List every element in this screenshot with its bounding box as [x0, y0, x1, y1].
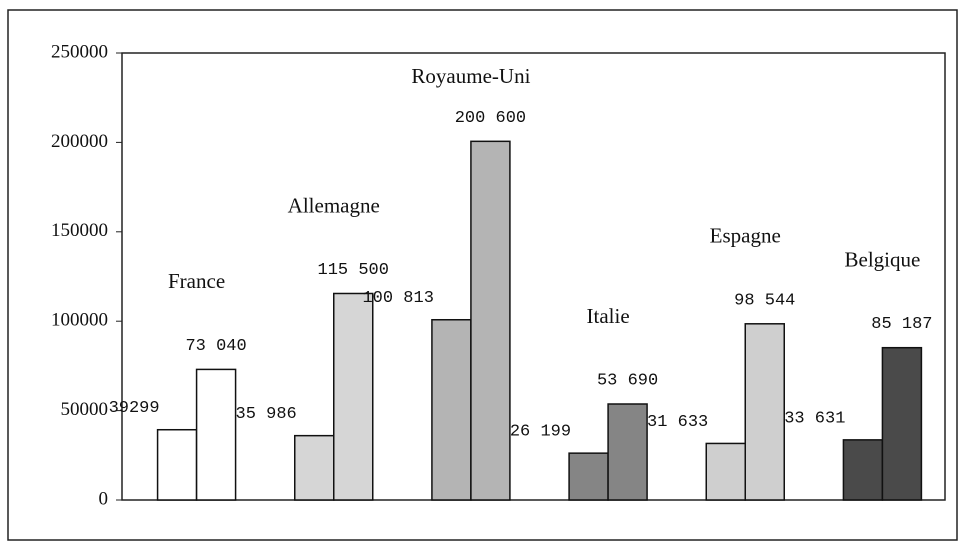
y-tick-label: 150000: [51, 220, 108, 241]
y-tick-label: 250000: [51, 41, 108, 62]
value-label: 85 187: [871, 315, 932, 334]
bar: [195, 368, 237, 501]
y-tick-label: 0: [99, 488, 109, 509]
value-label: 33 631: [784, 409, 845, 428]
category-label: Allemagne: [288, 193, 380, 217]
category-label: Belgique: [845, 247, 921, 271]
value-label: 98 544: [734, 291, 795, 310]
category-label: Espagne: [710, 224, 781, 248]
bar: [156, 428, 198, 501]
bar: [744, 323, 785, 501]
bar: [470, 140, 511, 501]
bar: [705, 442, 746, 501]
bar: [294, 434, 335, 501]
bar: [842, 439, 884, 501]
frame: [7, 9, 958, 541]
plot-area: [121, 52, 946, 501]
value-label: 35 986: [236, 405, 297, 424]
value-label: 53 690: [597, 371, 658, 390]
value-label: 200 600: [455, 109, 526, 128]
value-label: 26 199: [510, 423, 571, 442]
bar: [568, 452, 609, 501]
value-label: 73 040: [185, 337, 246, 356]
value-label: 115 500: [318, 261, 389, 280]
bar: [881, 346, 923, 501]
category-label: Italie: [587, 304, 630, 328]
bar: [607, 403, 648, 501]
category-label: France: [168, 269, 225, 293]
value-label: 39299: [109, 399, 160, 418]
bar: [431, 318, 472, 501]
value-label: 31 633: [647, 413, 708, 432]
y-tick-label: 100000: [51, 310, 108, 331]
y-tick-label: 50000: [61, 399, 109, 420]
category-label: Royaume-Uni: [411, 64, 530, 88]
value-label: 100 813: [362, 289, 433, 308]
y-tick-label: 200000: [51, 131, 108, 152]
bar: [333, 292, 374, 501]
